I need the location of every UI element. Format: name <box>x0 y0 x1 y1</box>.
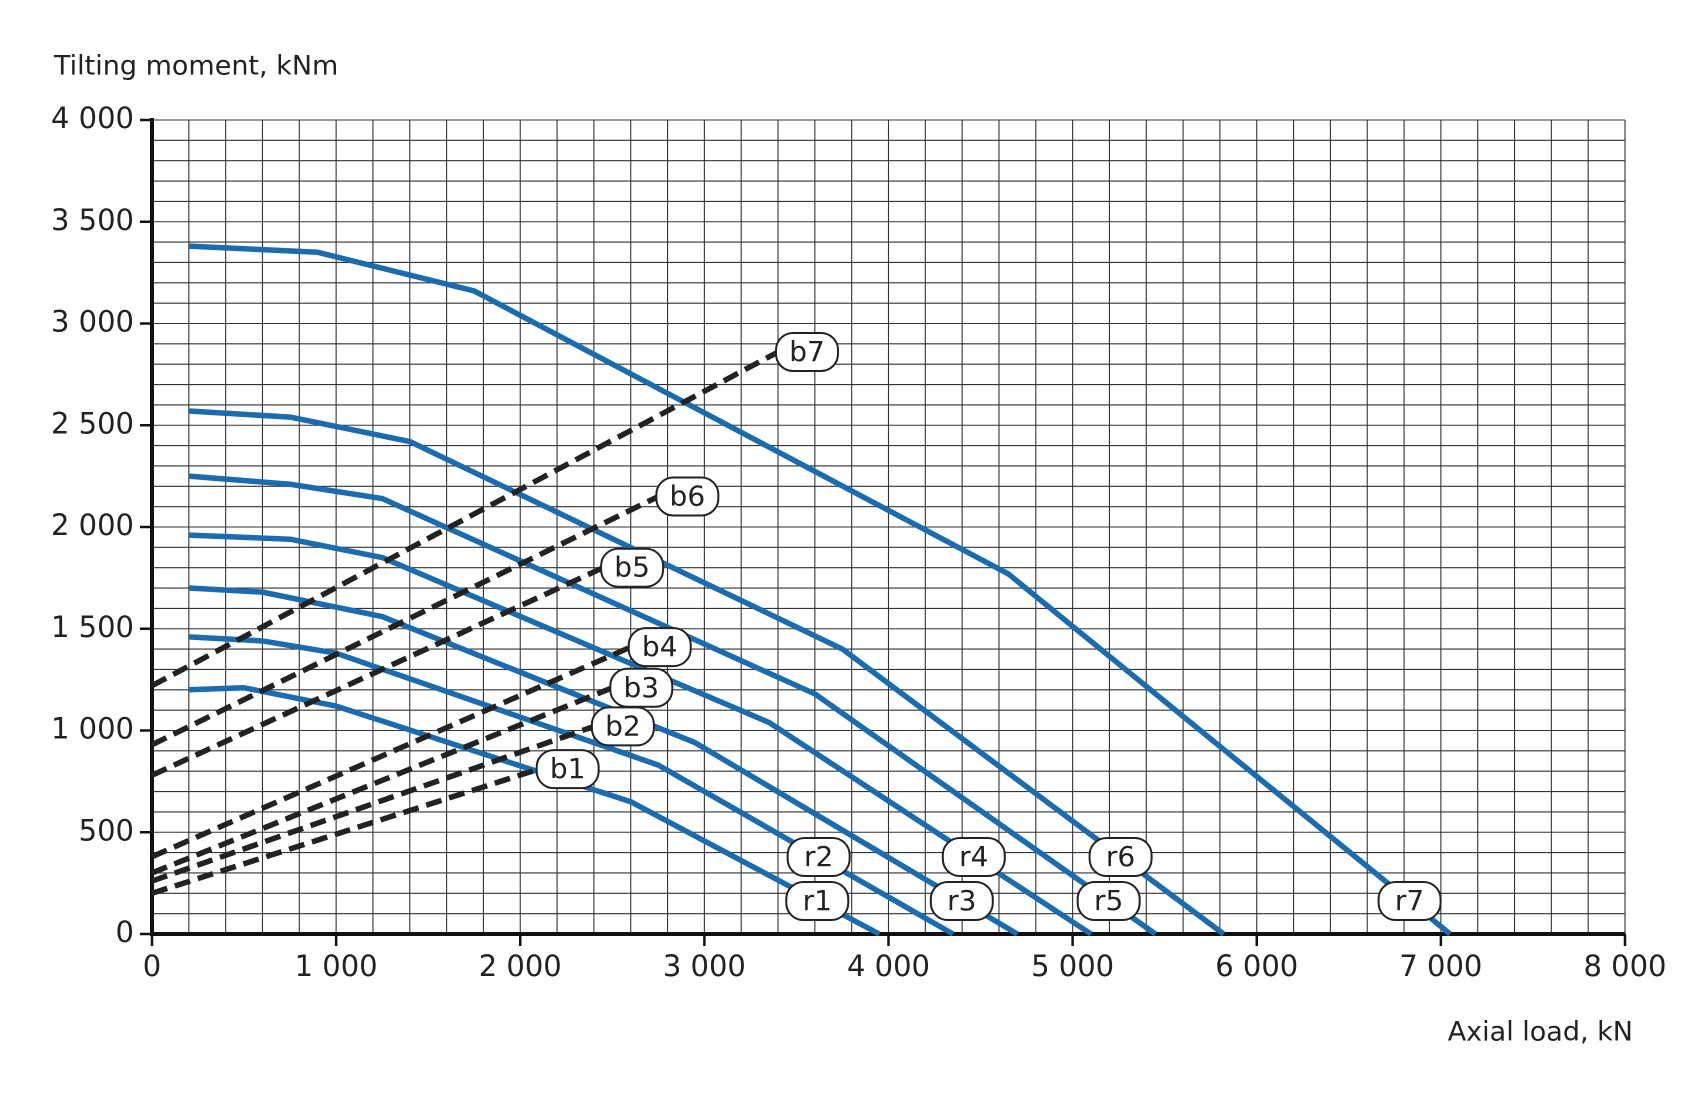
label-box <box>1088 837 1153 877</box>
label-box <box>535 749 600 790</box>
label-box <box>590 706 655 747</box>
x-tick-label: 6 000 <box>1215 949 1298 983</box>
series-label-text: b4 <box>642 630 678 663</box>
series-label: r6 <box>1088 837 1153 877</box>
y-tick-label: 1 000 <box>51 712 134 746</box>
series-label-text: r3 <box>947 884 976 917</box>
series-label: r2 <box>786 837 851 877</box>
x-tick-label: 5 000 <box>1031 949 1114 983</box>
y-tick-label: 4 000 <box>51 101 134 135</box>
label-box <box>1076 881 1141 921</box>
x-tick-label: 4 000 <box>847 949 930 983</box>
x-tick-label: 1 000 <box>295 949 378 983</box>
series-label: r4 <box>941 837 1006 877</box>
series-label-text: r1 <box>803 884 832 917</box>
y-tick-label: 1 500 <box>51 610 134 644</box>
series-label: r5 <box>1076 881 1141 921</box>
series-label: r1 <box>785 881 850 921</box>
label-box <box>786 837 851 877</box>
series-label: b1 <box>535 749 600 790</box>
series-label-text: b3 <box>624 671 660 704</box>
series-label-text: b5 <box>614 551 650 584</box>
y-tick-label: 3 000 <box>51 305 134 339</box>
dashed-line <box>150 494 660 748</box>
line <box>188 408 1226 937</box>
dashed-line <box>151 723 595 884</box>
series-label: b5 <box>600 547 665 588</box>
y-tick-label: 0 <box>116 915 134 949</box>
dashed-line <box>150 565 605 778</box>
series-label: b4 <box>627 627 692 668</box>
label-box <box>655 476 720 517</box>
line <box>188 585 1019 937</box>
x-tick-label: 3 000 <box>663 949 746 983</box>
x-tick-label: 8 000 <box>1583 949 1666 983</box>
series-label-text: b7 <box>789 335 825 368</box>
label-box <box>941 837 1006 877</box>
series-label: b2 <box>590 706 655 747</box>
dashed-line <box>150 349 780 689</box>
series-label-text: r6 <box>1106 840 1135 873</box>
series-label-text: r5 <box>1094 884 1123 917</box>
series-label-text: r2 <box>804 840 833 873</box>
y-tick-label: 500 <box>79 813 134 847</box>
y-tick-label: 3 500 <box>51 203 134 237</box>
dashed-line <box>150 644 632 860</box>
series-label: b7 <box>775 331 840 372</box>
series-label: b6 <box>655 476 720 517</box>
series-label: r3 <box>929 881 994 921</box>
x-tick-label: 0 <box>143 949 161 983</box>
line <box>188 532 1093 937</box>
label-box <box>627 627 692 668</box>
series-label-text: b1 <box>550 752 586 785</box>
series-label-text: b2 <box>605 709 641 742</box>
label-box <box>929 881 994 921</box>
label-box <box>600 547 665 588</box>
line <box>188 473 1158 937</box>
series-label-text: r7 <box>1395 884 1424 917</box>
series-label-text: r4 <box>959 840 988 873</box>
label-box <box>775 331 840 372</box>
y-tick-label: 2 000 <box>51 508 134 542</box>
x-tick-label: 7 000 <box>1399 949 1482 983</box>
label-box <box>609 667 674 708</box>
y-tick-label: 2 500 <box>51 406 134 440</box>
line <box>188 243 1452 937</box>
line <box>188 685 881 937</box>
label-box <box>1377 881 1442 921</box>
dashed-line <box>151 766 540 896</box>
x-tick-label: 2 000 <box>479 949 562 983</box>
x-axis-title: Axial load, kN <box>1448 1017 1633 1048</box>
label-box <box>785 881 850 921</box>
y-axis-title: Tilting moment, kNm <box>53 51 338 82</box>
series-label-text: b6 <box>670 479 706 512</box>
series-label: b3 <box>609 667 674 708</box>
dashed-line <box>150 685 614 876</box>
series-label: r7 <box>1377 881 1442 921</box>
